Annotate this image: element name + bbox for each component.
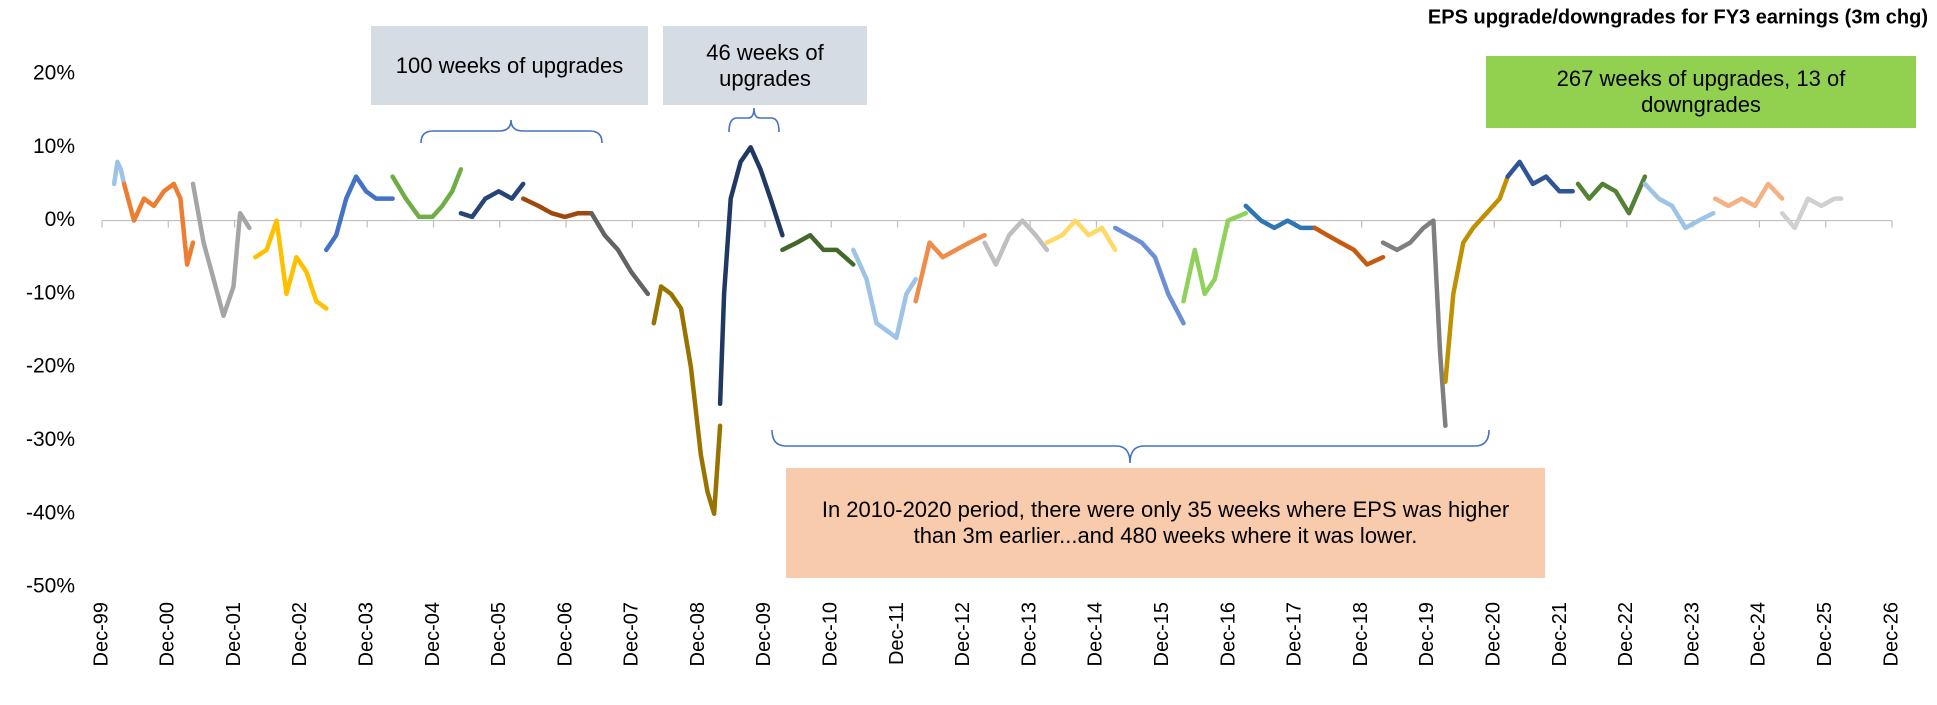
line-series: [780, 232, 856, 267]
x-tick-label: Dec-26: [1880, 602, 1902, 666]
bracket: [728, 107, 780, 133]
x-tick-label: Dec-11: [886, 602, 908, 665]
line-series: [589, 210, 651, 297]
y-tick-label: -50%: [26, 575, 75, 598]
bracket: [420, 119, 603, 144]
line-series: [1380, 218, 1448, 429]
annotation-box: [786, 468, 1545, 578]
line-series: [520, 196, 594, 220]
line-series: [1443, 174, 1510, 385]
annotation: 46 weeks of upgrades: [706, 39, 824, 91]
x-tick-label: Dec-17: [1284, 602, 1306, 666]
annotation: 267 weeks of upgrades, 13 of downgrades: [1556, 66, 1846, 117]
x-tick-label: Dec-18: [1350, 602, 1372, 666]
line-series: [1575, 174, 1648, 216]
annotation-text: In 2010-2020 period, there were only 35 …: [821, 497, 1510, 548]
y-tick-label: -20%: [26, 355, 75, 378]
annotation-box: [371, 26, 648, 105]
line-series: [253, 218, 329, 311]
x-tick-label: Dec-16: [1217, 602, 1239, 666]
x-tick-label: Dec-09: [753, 602, 775, 666]
annotation-box: [1486, 56, 1916, 128]
x-tick-label: Dec-04: [422, 602, 444, 666]
annotation-text: 100 weeks of upgrades: [395, 52, 624, 78]
chart-title: EPS upgrade/downgrades for FY3 earnings …: [1428, 6, 1928, 28]
line-series: [190, 181, 252, 319]
x-tick-label: Dec-14: [1085, 602, 1107, 666]
line-series: [851, 247, 918, 341]
line-series: [1312, 225, 1386, 267]
x-tick-label: Dec-99: [90, 602, 112, 666]
line-series: [717, 145, 785, 407]
line-series: [1779, 196, 1844, 231]
line-series: [1642, 181, 1716, 231]
x-tick-label: Dec-02: [289, 602, 311, 666]
annotation-text: 46 weeks of upgrades: [706, 39, 824, 91]
line-series: [121, 181, 196, 267]
line-series: [1181, 210, 1249, 304]
y-tick-label: 10%: [33, 135, 75, 158]
x-tick-label: Dec-22: [1615, 602, 1637, 666]
x-tick-label: Dec-21: [1549, 602, 1571, 666]
x-tick-label: Dec-24: [1748, 602, 1770, 666]
annotation: 100 weeks of upgrades: [395, 52, 624, 78]
line-series: [390, 167, 464, 220]
line-series: [1243, 203, 1318, 231]
y-tick-label: 0%: [45, 208, 75, 231]
x-tick-label: Dec-01: [223, 602, 245, 666]
x-tick-label: Dec-12: [952, 602, 974, 666]
y-tick-label: -40%: [26, 501, 75, 524]
y-tick-label: -10%: [26, 281, 75, 304]
x-tick-label: Dec-15: [1151, 602, 1173, 666]
x-tick-label: Dec-10: [820, 602, 842, 666]
line-series: [651, 284, 723, 516]
y-tick-label: -30%: [26, 428, 75, 451]
line-series: [913, 232, 987, 304]
annotation-text: 267 weeks of upgrades, 13 of downgrades: [1556, 66, 1846, 117]
x-tick-label: Dec-13: [1018, 602, 1040, 666]
y-tick-label: 20%: [33, 62, 75, 85]
annotation: In 2010-2020 period, there were only 35 …: [821, 497, 1510, 548]
line-series: [1712, 181, 1785, 209]
x-tick-label: Dec-25: [1814, 602, 1836, 666]
x-tick-label: Dec-23: [1681, 602, 1703, 666]
line-series: [1044, 218, 1118, 253]
line-series: [1112, 225, 1186, 326]
x-tick-label: Dec-03: [355, 602, 377, 666]
bracket: [771, 429, 1490, 464]
x-tick-label: Dec-07: [621, 602, 643, 666]
x-tick-label: Dec-05: [488, 602, 510, 666]
x-tick-label: Dec-06: [554, 602, 576, 666]
line-series: [458, 181, 526, 220]
line-series: [982, 218, 1050, 267]
annotation-box: [663, 26, 867, 105]
plot-area: 20% 10% 0% -10% -20% -30% -40% -50% Dec-99 Dec-00…: [26, 62, 1902, 667]
x-tick-label: Dec-08: [687, 602, 709, 666]
line-series: [111, 159, 127, 187]
line-series: [1505, 159, 1575, 194]
x-tick-label: Dec-00: [157, 602, 179, 666]
x-tick-label: Dec-19: [1416, 602, 1438, 666]
line-series: [324, 174, 395, 253]
x-tick-label: Dec-20: [1483, 602, 1505, 666]
